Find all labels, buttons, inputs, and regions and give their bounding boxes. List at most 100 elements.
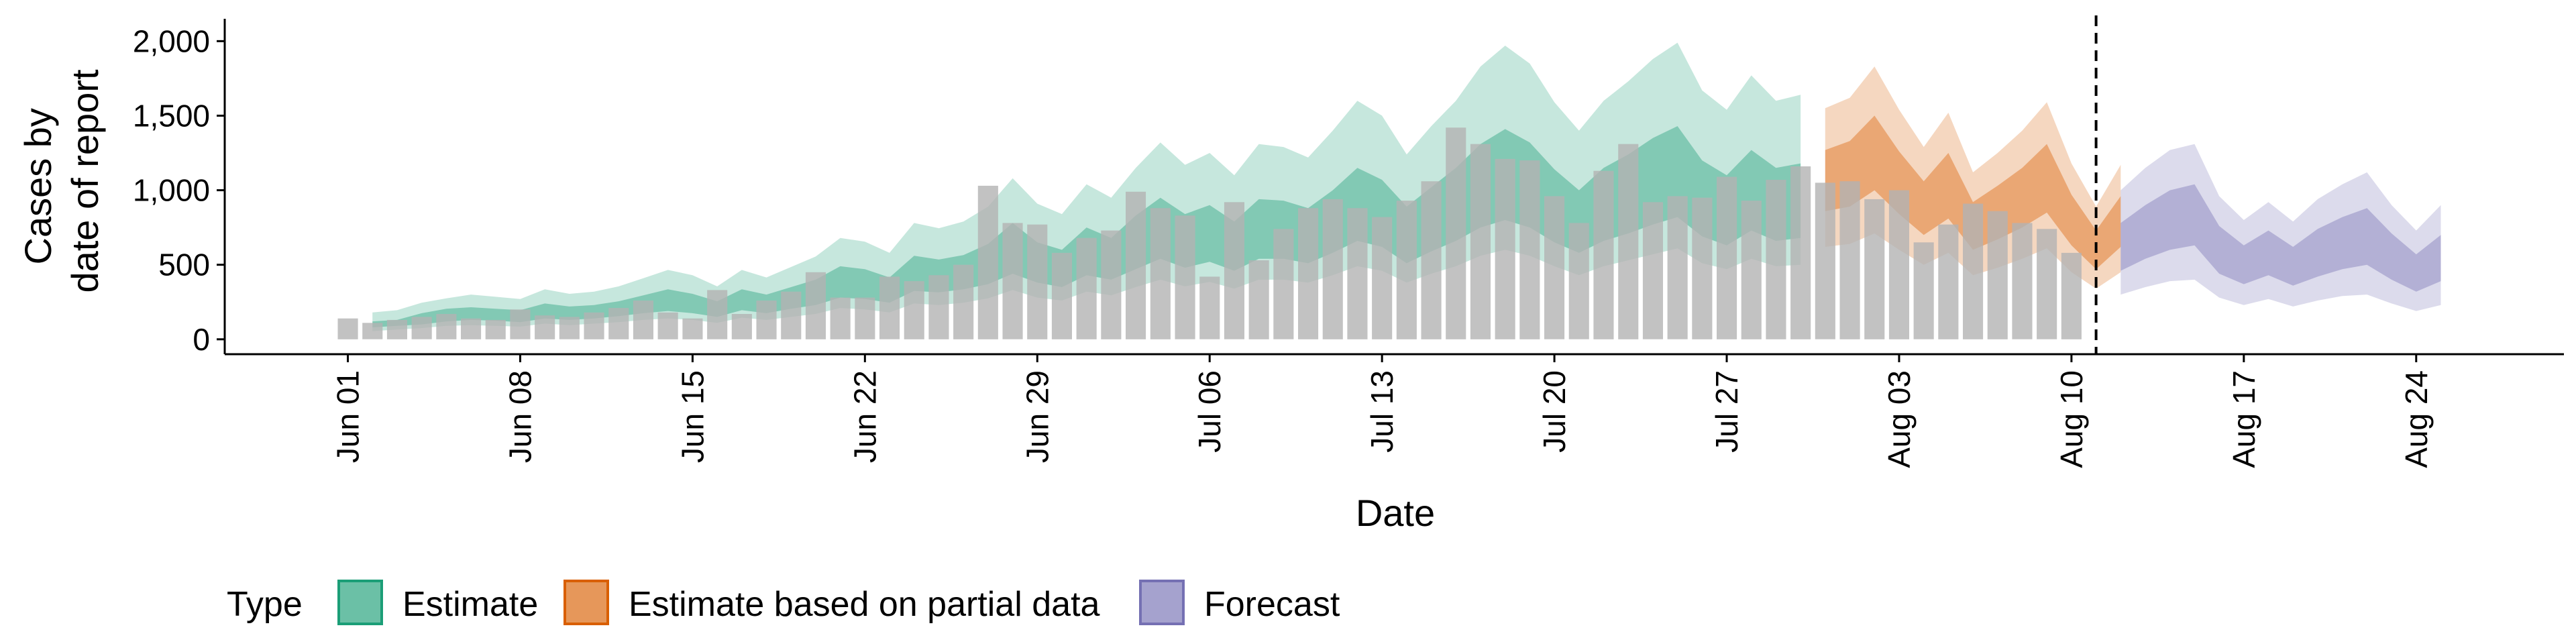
y-axis-title-line-2: date of report [64,69,106,293]
reported-cases-bar [1150,208,1171,339]
reported-cases-bar [411,317,432,339]
axes [223,19,2564,356]
reported-cases-bar [1396,201,1417,339]
reported-cases-bar [1372,217,1393,339]
reported-cases-bar [1938,224,1959,339]
x-tick-label: Jun 29 [1020,370,1055,463]
reported-cases-bar [1248,260,1269,339]
reported-cases-bar [1568,223,1589,339]
x-ticks: Jun 01 Jun 08 Jun 15 Jun 22 Jun 29 Jul 06 Jul … [331,354,2434,468]
reported-cases-bar [657,312,678,339]
reported-cases-bar [1027,224,1048,339]
reported-cases-bar [1544,196,1565,339]
reported-cases-bar [1002,223,1023,339]
legend-label-estimate: Estimate [402,585,538,624]
reported-cases-bar [1175,215,1195,339]
x-tick-label: Jul 13 [1364,370,1399,453]
reported-cases-bar [1076,237,1097,339]
x-tick-label: Jun 08 [503,370,538,463]
x-tick-label: Aug 17 [2226,370,2261,468]
reported-cases-bar [1963,203,1984,339]
reported-cases-bar [682,318,703,339]
reported-cases-bar [510,309,531,339]
x-tick-label: Jun 15 [675,370,710,463]
reported-cases-bar [1987,211,2008,339]
reported-cases-bar [1495,158,1515,339]
reported-cases-bar [1347,208,1368,339]
reported-cases-bar [1322,199,1343,339]
reported-cases-bar [1839,181,1860,339]
reported-cases-bar [608,308,629,339]
reported-cases-bar [1126,191,1146,339]
reported-cases-bar [1618,144,1639,339]
reported-cases-bar [756,301,777,339]
reported-cases-bar [879,276,900,339]
reported-cases-bar [855,297,875,339]
x-tick-label: Aug 03 [1882,370,1917,468]
reported-cases-bar [1593,170,1614,339]
reported-cases-bar [485,319,506,339]
x-tick-label: Aug 10 [2054,370,2089,468]
x-tick-label: Jun 22 [847,370,882,463]
reported-cases-bar [1864,199,1885,339]
reported-cases-bar [1199,276,1220,339]
y-ticks: 0 500 1,000 1,500 2,000 [133,23,225,357]
y-tick-label: 1,500 [133,98,210,133]
reported-cases-bar [707,290,728,339]
reported-cases-bar [633,301,653,339]
x-tick-label: Jul 06 [1192,370,1227,453]
legend-key-forecast [1139,580,1185,625]
reported-cases-bar [904,281,924,339]
reported-cases-bar [1101,230,1122,339]
x-tick-label: Jul 20 [1537,370,1572,453]
reported-cases-bar [1470,144,1491,339]
reported-cases-bar [436,314,457,339]
x-tick-label: Jun 01 [331,370,366,463]
reported-cases-bar [805,272,826,339]
reported-cases-bar [1717,176,1737,339]
y-tick-label: 500 [158,248,210,282]
reported-cases-bar [1741,201,1762,339]
reported-cases-bar [2037,229,2057,339]
reported-cases-bar [1692,197,1713,339]
reported-cases-bar [535,315,555,339]
x-tick-label: Jul 27 [1709,370,1744,453]
y-axis-title: Cases by date of report [17,69,106,293]
reported-cases-bar [830,297,851,339]
reported-cases-bar [584,312,604,339]
reported-cases-bar [1273,229,1294,339]
legend: Type Estimate Estimate based on partial … [227,580,1340,625]
y-axis-title-line-1: Cases by [17,108,59,264]
reported-cases-bar [781,291,802,339]
legend-title: Type [227,585,303,624]
reported-cases-bar [1815,182,1835,339]
y-tick-label: 1,000 [133,173,210,208]
reported-cases-bar [731,314,752,339]
legend-label-forecast: Forecast [1204,585,1340,624]
bar-layer [337,127,2082,339]
reported-cases-bar [977,185,998,339]
reported-cases-bar [1913,242,1934,339]
forecast-ci50-band [2121,184,2441,292]
reported-cases-bar [1766,180,1786,339]
reported-cases-bar [1446,127,1466,339]
reported-cases-bar [1421,181,1442,339]
reported-cases-bar [1888,190,1909,339]
legend-label-partial: Estimate based on partial data [629,585,1100,624]
reported-cases-bar [386,319,407,339]
reported-cases-bar [1519,160,1540,339]
reported-cases-bar [1642,202,1663,339]
reported-cases-bar [559,317,580,339]
reported-cases-bar [461,318,482,339]
reported-cases-bar [1298,208,1319,339]
reported-cases-bar [362,323,383,339]
y-tick-label: 2,000 [133,23,210,58]
reported-cases-bar [928,275,949,339]
reported-cases-bar [953,264,974,339]
reported-cases-bar [2061,252,2082,339]
estimate-ci90-band [372,42,1801,331]
reported-cases-bar [337,318,358,339]
legend-key-partial [564,580,609,625]
reported-cases-bar [1667,196,1688,339]
